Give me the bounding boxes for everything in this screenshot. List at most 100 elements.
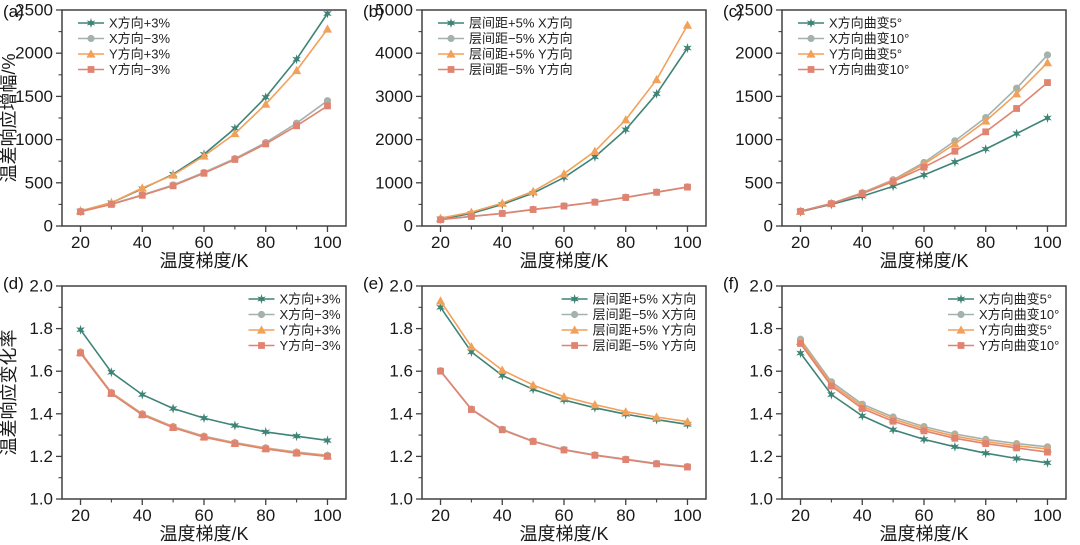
svg-text:X方向曲变10°: X方向曲变10° [979, 307, 1059, 322]
chart-e: 20 40 60 80 100 1.0 1.2 1.4 1.6 1.8 2.0 温度梯度/K 层间距+5… [389, 277, 707, 544]
svg-text:1.6: 1.6 [749, 362, 773, 381]
panel-label-d: (d) [3, 274, 24, 293]
svg-text:2000: 2000 [735, 44, 773, 63]
chart-b: 20 40 60 80 100010002000300040005000温度梯度/K层间… [375, 1, 707, 271]
axes: 20 40 60 80 100 1.0 1.2 1.4 1.6 1.8 2.0 温度梯度/K 温差响应变… [0, 277, 347, 544]
svg-text:Y方向−3%: Y方向−3% [109, 62, 170, 77]
svg-text:层间距+5% X方向: 层间距+5% X方向 [469, 16, 573, 31]
svg-text:40: 40 [493, 506, 512, 525]
svg-text:80: 80 [976, 506, 995, 525]
series-star [796, 348, 1052, 468]
svg-text:Y方向曲变5°: Y方向曲变5° [829, 47, 902, 62]
series-square [437, 367, 691, 471]
svg-text:1.0: 1.0 [389, 490, 413, 509]
legend: X方向曲变5°X方向曲变10°Y方向曲变5°Y方向曲变10° [948, 292, 1059, 353]
svg-text:1500: 1500 [15, 87, 53, 106]
chart-a: 20 40 60 80 10005001000150020002500温度梯度/K温差响… [0, 1, 347, 271]
svg-text:100: 100 [673, 506, 701, 525]
svg-text:Y方向−3%: Y方向−3% [280, 338, 341, 353]
svg-text:Y方向曲变5°: Y方向曲变5° [979, 323, 1052, 338]
svg-text:3000: 3000 [375, 87, 413, 106]
axes: 20 40 60 80 100 1.0 1.2 1.4 1.6 1.8 2.0 温度梯度/K [749, 277, 1067, 544]
panel-label-e: (e) [363, 274, 384, 293]
svg-text:1000: 1000 [375, 173, 413, 192]
svg-text:1.2: 1.2 [389, 447, 413, 466]
chart-d: 20 40 60 80 100 1.0 1.2 1.4 1.6 1.8 2.0 温度梯度/K 温差响应变… [0, 277, 347, 544]
axes: 20 40 60 80 100 1.0 1.2 1.4 1.6 1.8 2.0 温度梯度/K [389, 277, 707, 544]
svg-text:80: 80 [616, 506, 635, 525]
svg-text:40: 40 [133, 233, 152, 252]
svg-text:层间距+5% X方向: 层间距+5% X方向 [593, 292, 697, 307]
x-axis-label: 温度梯度/K [519, 251, 608, 271]
svg-text:1.0: 1.0 [29, 490, 53, 509]
svg-text:20: 20 [431, 233, 450, 252]
svg-text:1.4: 1.4 [389, 404, 413, 423]
svg-text:层间距−5% Y方向: 层间距−5% Y方向 [469, 62, 573, 77]
svg-text:X方向曲变5°: X方向曲变5° [979, 292, 1052, 307]
svg-text:Y方向曲变10°: Y方向曲变10° [979, 338, 1059, 353]
svg-text:60: 60 [915, 233, 934, 252]
chart-f: 20 40 60 80 100 1.0 1.2 1.4 1.6 1.8 2.0 温度梯度/K X方向曲变… [749, 277, 1067, 544]
svg-text:X方向−3%: X方向−3% [109, 31, 170, 46]
svg-text:1.4: 1.4 [749, 404, 773, 423]
svg-text:层间距+5% Y方向: 层间距+5% Y方向 [593, 323, 697, 338]
svg-text:Y方向曲变10°: Y方向曲变10° [829, 62, 909, 77]
svg-text:层间距+5% Y方向: 层间距+5% Y方向 [469, 47, 573, 62]
svg-text:20: 20 [791, 233, 810, 252]
svg-text:100: 100 [1033, 233, 1061, 252]
x-axis-label: 温度梯度/K [159, 251, 248, 271]
svg-text:1500: 1500 [735, 87, 773, 106]
svg-text:1.2: 1.2 [29, 447, 53, 466]
legend: X方向+3%X方向−3%Y方向+3%Y方向−3% [248, 292, 341, 353]
svg-text:1.6: 1.6 [29, 362, 53, 381]
series-triangle [75, 347, 333, 460]
svg-text:0: 0 [44, 217, 53, 236]
svg-text:X方向曲变5°: X方向曲变5° [829, 16, 902, 31]
svg-text:60: 60 [915, 506, 934, 525]
axes: 20 40 60 80 10005001000150020002500温度梯度/K温差响… [0, 1, 347, 271]
series-triangle [795, 58, 1053, 215]
svg-text:X方向曲变10°: X方向曲变10° [829, 31, 909, 46]
chart-cell-b: (b) 20 40 60 80 100 0 1000 2000 3000 4000 5000 温度梯度… [360, 0, 720, 272]
svg-text:2.0: 2.0 [749, 277, 773, 296]
svg-text:1.2: 1.2 [749, 447, 773, 466]
svg-text:1.6: 1.6 [389, 362, 413, 381]
svg-text:40: 40 [853, 506, 872, 525]
series-triangle [435, 296, 693, 426]
svg-text:5000: 5000 [375, 1, 413, 20]
chart-cell-f: (f) 20 40 60 80 100 1.0 1.2 1.4 1.6 1.8 2.0 温度梯度/K X… [720, 272, 1080, 545]
svg-text:1000: 1000 [15, 130, 53, 149]
svg-text:0: 0 [764, 217, 773, 236]
chart-cell-d: (d) 20 40 60 80 100 1.0 1.2 1.4 1.6 1.8 2.0 温度梯度/K 温… [0, 272, 360, 545]
series-square [437, 183, 691, 224]
svg-text:2.0: 2.0 [389, 277, 413, 296]
svg-text:2.0: 2.0 [29, 277, 53, 296]
svg-text:2500: 2500 [15, 1, 53, 20]
series-square [77, 349, 331, 460]
svg-text:80: 80 [976, 233, 995, 252]
svg-text:500: 500 [745, 173, 773, 192]
x-axis-label: 温度梯度/K [879, 251, 968, 271]
panel-label-a: (a) [3, 2, 24, 21]
chart-c: 20 40 60 80 10005001000150020002500温度梯度/KX方向… [735, 1, 1067, 271]
svg-text:20: 20 [71, 233, 90, 252]
svg-text:层间距−5% Y方向: 层间距−5% Y方向 [593, 338, 697, 353]
y-axis-label: 温差响应增幅/% [0, 53, 19, 182]
svg-text:层间距−5% X方向: 层间距−5% X方向 [593, 307, 697, 322]
svg-text:X方向−3%: X方向−3% [280, 307, 341, 322]
svg-text:60: 60 [195, 506, 214, 525]
svg-text:Y方向+3%: Y方向+3% [280, 323, 341, 338]
svg-text:100: 100 [673, 233, 701, 252]
svg-text:40: 40 [493, 233, 512, 252]
chart-cell-e: (e) 20 40 60 80 100 1.0 1.2 1.4 1.6 1.8 2.0 温度梯度/K 层… [360, 272, 720, 545]
svg-text:80: 80 [616, 233, 635, 252]
svg-text:4000: 4000 [375, 44, 413, 63]
svg-text:1.4: 1.4 [29, 404, 53, 423]
svg-text:20: 20 [791, 506, 810, 525]
svg-text:80: 80 [256, 506, 275, 525]
series-circle [76, 348, 332, 459]
svg-text:500: 500 [25, 173, 53, 192]
svg-text:0: 0 [404, 217, 413, 236]
